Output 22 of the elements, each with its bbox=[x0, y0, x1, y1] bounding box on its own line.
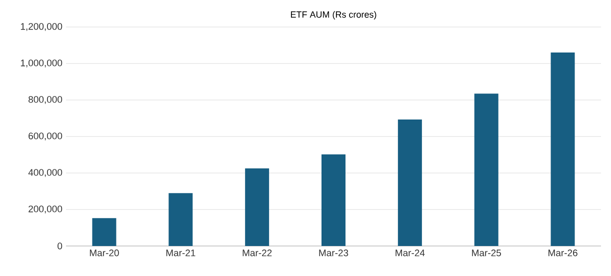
bar bbox=[474, 94, 498, 246]
y-tick-label: 0 bbox=[58, 242, 62, 250]
bar bbox=[322, 154, 346, 246]
bar bbox=[168, 193, 193, 246]
bar bbox=[550, 52, 575, 246]
bar bbox=[92, 218, 116, 246]
y-tick-label: 200,000 bbox=[28, 206, 62, 214]
bar bbox=[245, 168, 270, 246]
x-tick-label: Mar-26 bbox=[548, 250, 578, 256]
y-tick-label: 600,000 bbox=[28, 132, 62, 140]
x-tick-label: Mar-25 bbox=[472, 250, 501, 256]
x-tick-label: Mar-22 bbox=[242, 250, 272, 256]
chart-title: ETF AUM (Rs crores) bbox=[290, 11, 376, 20]
x-tick-label: Mar-24 bbox=[396, 250, 425, 256]
x-tick-label: Mar-21 bbox=[166, 250, 196, 256]
y-tick-label: 800,000 bbox=[28, 96, 62, 104]
x-tick-label: Mar-20 bbox=[90, 250, 119, 256]
y-tick-label: 1,000,000 bbox=[20, 60, 62, 68]
bar bbox=[398, 120, 422, 246]
y-tick-label: 1,200,000 bbox=[20, 23, 62, 31]
y-tick-label: 400,000 bbox=[28, 169, 62, 177]
x-tick-label: Mar-23 bbox=[319, 250, 348, 256]
